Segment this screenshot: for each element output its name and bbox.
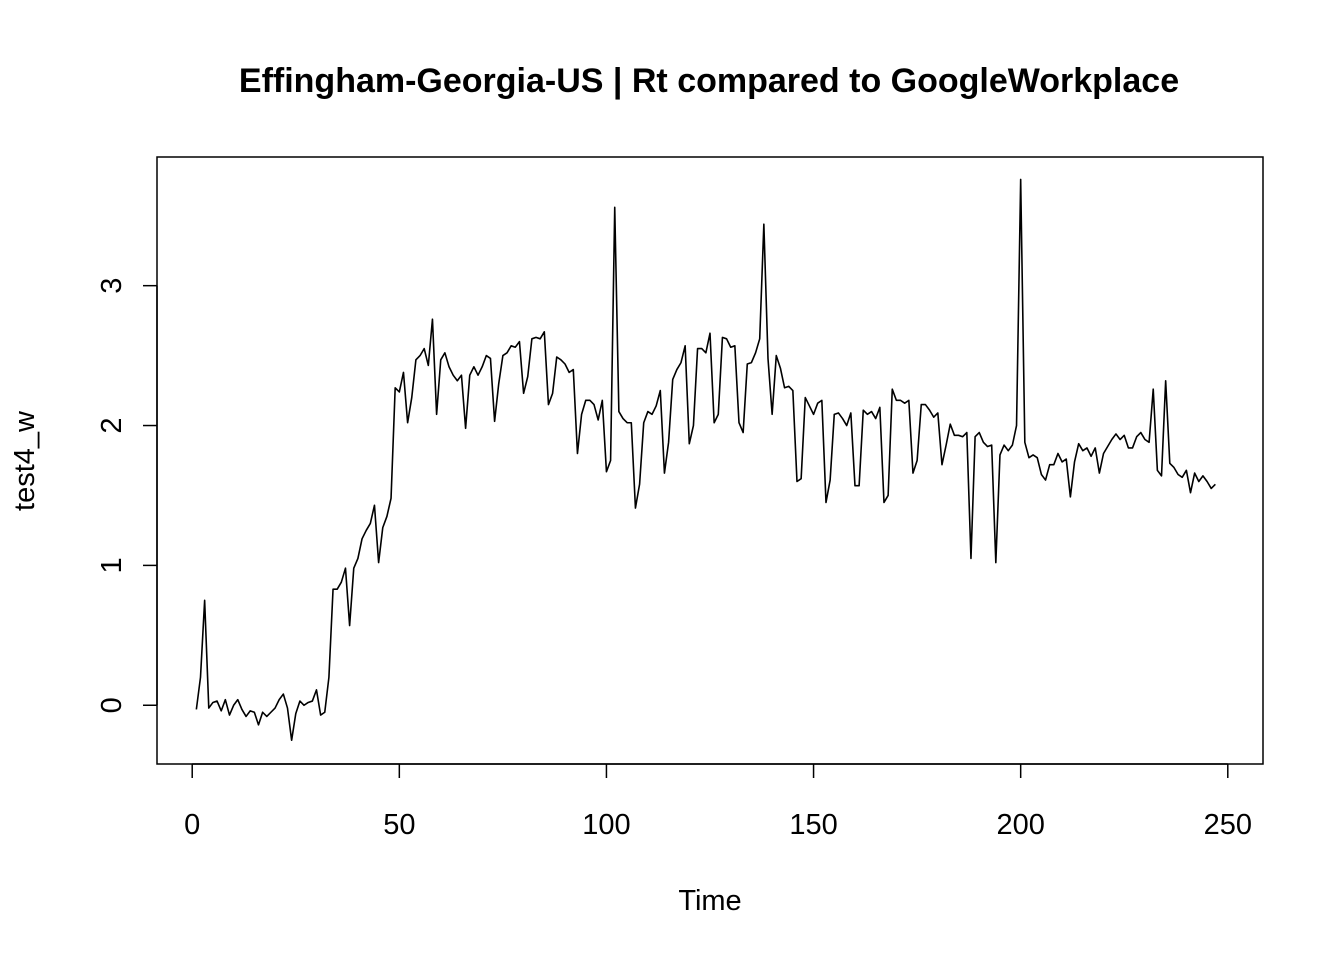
y-tick-label: 2 [96, 417, 128, 433]
y-tick-label: 1 [96, 557, 128, 573]
y-axis-label: test4_w [9, 410, 41, 511]
x-axis: 0 50 100 150 200 250 [184, 763, 1252, 841]
x-tick-label: 100 [582, 809, 630, 841]
x-tick-label: 0 [184, 809, 200, 841]
x-axis-label: Time [678, 885, 741, 917]
y-axis: 0 1 2 3 [96, 278, 158, 713]
series-line [195, 178, 1216, 742]
x-tick-label: 250 [1204, 809, 1252, 841]
chart-title: Effingham-Georgia-US | Rt compared to Go… [239, 62, 1179, 100]
x-tick-label: 50 [383, 809, 415, 841]
y-tick-label: 0 [96, 697, 128, 713]
y-tick-label: 3 [96, 278, 128, 294]
x-tick-label: 200 [996, 809, 1044, 841]
x-tick-label: 150 [789, 809, 837, 841]
